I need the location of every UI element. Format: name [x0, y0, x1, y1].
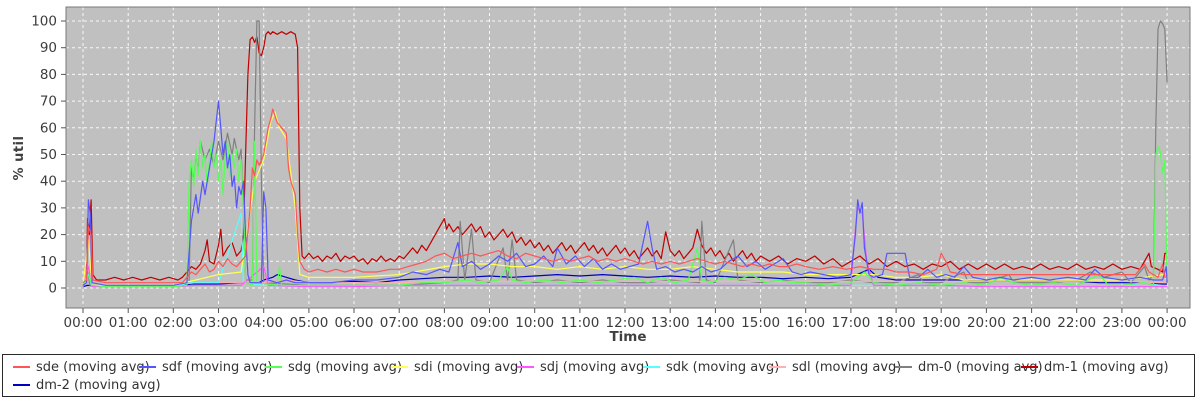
legend-item-dm-0: dm-0 (moving avg): [895, 360, 1043, 375]
series-lines: [82, 20, 1168, 288]
legend-item-sdj: sdj (moving avg): [517, 360, 649, 375]
legend-item-sdg: sdg (moving avg): [265, 360, 402, 375]
x-tick-label: 10:00: [515, 315, 554, 331]
series-line-sdj: [82, 207, 1168, 288]
legend-label-sdj: sdj (moving avg): [540, 359, 650, 375]
legend-swatch-sdf: [139, 366, 156, 368]
x-tick-label: 09:00: [470, 315, 509, 331]
x-tick-label: 23:00: [1102, 315, 1141, 331]
y-tick-label: 0: [48, 281, 57, 297]
legend: sde (moving avg) sdf (moving avg) sdg (mov…: [2, 354, 1195, 397]
series-line-sde: [82, 108, 1168, 284]
legend-swatch-dm-0: [895, 366, 912, 368]
series-line-sdg: [82, 140, 1168, 288]
y-tick-label: 30: [40, 200, 57, 216]
plot-border: [65, 6, 1191, 309]
legend-item-dm-2: dm-2 (moving avg): [13, 378, 161, 393]
legend-label-sdl: sdl (moving avg): [792, 359, 902, 375]
x-tick-label: 05:00: [289, 315, 328, 331]
legend-label-sdg: sdg (moving avg): [288, 359, 403, 375]
series-line-sdf: [82, 100, 1168, 286]
axis-ticks: [61, 20, 1168, 313]
legend-item-sdk: sdk (moving avg): [643, 360, 779, 375]
series-line-dm-1: [82, 31, 1168, 284]
x-tick-label: 11:00: [560, 315, 599, 331]
legend-swatch-sdi: [391, 366, 408, 368]
legend-item-sdi: sdi (moving avg): [391, 360, 523, 375]
y-tick-label: 40: [40, 174, 57, 190]
x-tick-label: 07:00: [380, 315, 419, 331]
y-axis-title: % util: [12, 135, 27, 181]
x-tick-label: 00:00: [64, 315, 103, 331]
x-tick-label: 06:00: [335, 315, 374, 331]
legend-swatch-sdg: [265, 366, 282, 368]
x-tick-label: 00:00: [1148, 315, 1187, 331]
gridlines: [66, 7, 1190, 308]
x-tick-label: 02:00: [154, 315, 193, 331]
legend-item-sde: sde (moving avg): [13, 360, 150, 375]
x-tick-label: 16:00: [786, 315, 825, 331]
x-tick-label: 12:00: [606, 315, 645, 331]
x-tick-label: 08:00: [425, 315, 464, 331]
y-tick-label: 60: [40, 120, 57, 136]
x-tick-label: 22:00: [1057, 315, 1096, 331]
x-tick-label: 14:00: [696, 315, 735, 331]
legend-label-dm-0: dm-0 (moving avg): [918, 359, 1043, 375]
y-tick-label: 50: [40, 147, 57, 163]
x-tick-label: 20:00: [967, 315, 1006, 331]
x-tick-label: 15:00: [741, 315, 780, 331]
legend-swatch-dm-2: [13, 384, 30, 386]
legend-label-sdk: sdk (moving avg): [666, 359, 780, 375]
legend-label-sdi: sdi (moving avg): [414, 359, 524, 375]
y-tick-label: 20: [40, 227, 57, 243]
legend-swatch-dm-1: [1021, 366, 1038, 368]
y-tick-label: 10: [40, 254, 57, 270]
legend-item-dm-1: dm-1 (moving avg): [1021, 360, 1169, 375]
legend-swatch-sde: [13, 366, 30, 368]
x-tick-label: 18:00: [877, 315, 916, 331]
x-tick-label: 19:00: [922, 315, 961, 331]
x-tick-label: 13:00: [651, 315, 690, 331]
plot-area: [66, 7, 1190, 308]
legend-label-dm-2: dm-2 (moving avg): [36, 377, 161, 393]
legend-label-dm-1: dm-1 (moving avg): [1044, 359, 1169, 375]
x-tick-label: 17:00: [831, 315, 870, 331]
tick-labels: 0 10 20 30 40 50 60 70 80 90 100 00:00 01:00 02:00 03:…: [31, 14, 1186, 332]
x-tick-label: 01:00: [109, 315, 148, 331]
legend-label-sdf: sdf (moving avg): [162, 359, 273, 375]
legend-item-sdl: sdl (moving avg): [769, 360, 901, 375]
y-tick-label: 90: [40, 40, 57, 56]
x-tick-label: 03:00: [199, 315, 238, 331]
legend-row: sde (moving avg) sdf (moving avg) sdg (mov…: [13, 360, 1184, 375]
x-tick-label: 21:00: [1012, 315, 1051, 331]
legend-item-sdf: sdf (moving avg): [139, 360, 272, 375]
legend-swatch-sdk: [643, 366, 660, 368]
legend-swatch-sdl: [769, 366, 786, 368]
plot-canvas: 0 10 20 30 40 50 60 70 80 90 100 00:00 01:00 02:00 03:…: [31, 6, 1191, 332]
legend-label-sde: sde (moving avg): [36, 359, 150, 375]
x-axis-title: Time: [609, 329, 647, 345]
x-tick-label: 04:00: [244, 315, 283, 331]
legend-swatch-sdj: [517, 366, 534, 368]
legend-row: dm-2 (moving avg): [13, 378, 1184, 393]
y-tick-label: 80: [40, 67, 57, 83]
y-tick-label: 70: [40, 94, 57, 110]
y-tick-label: 100: [31, 14, 57, 30]
